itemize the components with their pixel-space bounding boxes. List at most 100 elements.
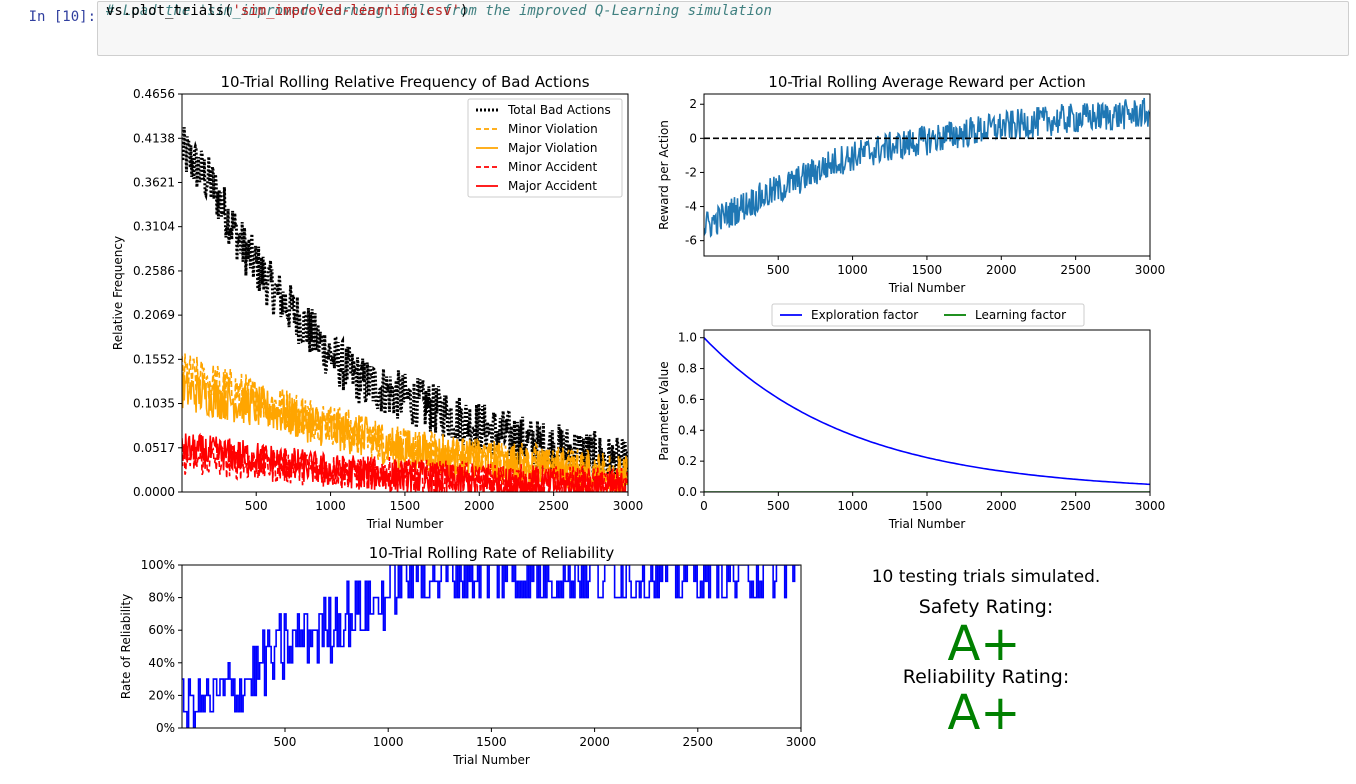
chart-title: 10-Trial Rolling Rate of Reliability [369, 544, 615, 562]
plot-area [182, 565, 800, 728]
reliability-rating-label: Reliability Rating: [903, 666, 1070, 688]
plot-area [182, 127, 628, 492]
y-tick-label: 60% [148, 623, 175, 637]
y-tick-label: 0.1552 [133, 352, 175, 366]
x-tick-label: 1500 [390, 499, 421, 513]
x-tick-label: 1000 [315, 499, 346, 513]
chart-title: 10-Trial Rolling Relative Frequency of B… [220, 73, 589, 91]
x-tick-label: 1000 [837, 263, 868, 277]
x-tick-label: 3000 [613, 499, 644, 513]
chart-reward: 10-Trial Rolling Average Reward per Acti… [657, 73, 1165, 295]
y-tick-label: 0.3104 [133, 220, 175, 234]
axes-frame [703, 93, 1151, 257]
x-tick-label: 0 [700, 499, 708, 513]
code-line-call: vs.plot_trials('sim_improved-learning.cs… [106, 2, 468, 20]
x-tick-label: 500 [245, 499, 268, 513]
chart-reliability: 10-Trial Rolling Rate of Reliability Tria… [119, 544, 816, 767]
code-call-prefix: vs.plot_trials( [106, 3, 233, 19]
x-tick-label: 1500 [476, 735, 507, 749]
x-tick-label: 1000 [837, 499, 868, 513]
x-tick-label: 2500 [1060, 263, 1091, 277]
x-tick-label: 2000 [986, 499, 1017, 513]
x-tick-label: 3000 [786, 735, 817, 749]
cell-prompt: In [10]: [28, 9, 96, 25]
y-tick-label: 0.2586 [133, 264, 175, 278]
y-tick-label: 0.2 [678, 454, 697, 468]
chart-title: 10-Trial Rolling Average Reward per Acti… [768, 73, 1085, 91]
y-tick-label: 0.0000 [133, 485, 175, 499]
x-axis-label: Trial Number [888, 517, 966, 531]
chart-bad_actions: 10-Trial Rolling Relative Frequency of B… [111, 73, 643, 531]
y-tick-label: 0.4 [678, 423, 697, 437]
y-tick-label: 40% [148, 656, 175, 670]
code-cell-input[interactable]: # Load the 'sim_improved-learning' file … [97, 1, 1349, 56]
legend-label: Minor Accident [508, 160, 598, 174]
series-line-reliability-0 [182, 565, 800, 728]
y-tick-label: 2 [689, 97, 697, 111]
legend-label: Major Accident [508, 179, 597, 193]
series-line-exploration-factor [704, 337, 1150, 486]
axes-frame [181, 93, 629, 493]
legend-label: Major Violation [508, 141, 597, 155]
x-axis-label: Trial Number [366, 517, 444, 531]
y-tick-label: 0.8 [678, 362, 697, 376]
y-tick-label: 0.2069 [133, 308, 175, 322]
y-tick-label: 0% [156, 721, 175, 735]
code-comment: # Load the 'sim_improved-learning' file … [106, 3, 772, 19]
y-axis-label: Reward per Action [657, 120, 671, 230]
x-tick-label: 3000 [1135, 263, 1166, 277]
y-tick-label: 100% [141, 558, 175, 572]
x-axis-label: Trial Number [452, 753, 530, 767]
axes-frame [703, 329, 1151, 493]
chart-parameters: Trial Number Parameter Value 0 500 1000 1500 2… [657, 303, 1166, 531]
y-tick-label: 0.0517 [133, 441, 175, 455]
y-tick-label: 0.3621 [133, 175, 175, 189]
legend-label: Total Bad Actions [507, 103, 611, 117]
plot-area [704, 337, 1150, 492]
x-tick-label: 500 [767, 499, 790, 513]
y-tick-label: 80% [148, 591, 175, 605]
y-tick-label: -4 [685, 200, 697, 214]
code-call-arg: 'sim_improved-learning.csv' [232, 3, 461, 19]
y-axis-label: Parameter Value [657, 361, 671, 460]
code-call-suffix: ) [460, 3, 469, 19]
x-tick-label: 2500 [1060, 499, 1091, 513]
legend-box [771, 303, 1085, 327]
axes-frame [181, 564, 802, 729]
y-tick-label: -6 [685, 234, 697, 248]
x-tick-label: 1000 [373, 735, 404, 749]
legend-label: Minor Violation [508, 122, 598, 136]
y-tick-label: 0.1035 [133, 397, 175, 411]
legend-label: Learning factor [975, 308, 1066, 322]
x-tick-label: 2000 [986, 263, 1017, 277]
legend: Total Bad Actions Minor Violation Major Vi… [467, 98, 623, 198]
safety-rating-grade: A+ [947, 616, 1020, 672]
x-tick-label: 2000 [579, 735, 610, 749]
y-tick-label: 0.4656 [133, 87, 175, 101]
y-tick-label: 0.4138 [133, 131, 175, 145]
y-tick-label: 0.6 [678, 392, 697, 406]
series-line-major-violation [182, 371, 628, 492]
y-tick-label: -2 [685, 165, 697, 179]
x-tick-label: 500 [274, 735, 297, 749]
code-line-comment: # Load the 'sim_improved-learning' file … [106, 2, 772, 20]
x-tick-label: 2500 [538, 499, 569, 513]
x-tick-label: 1500 [912, 499, 943, 513]
x-tick-label: 2000 [464, 499, 495, 513]
series-line-reward-0 [704, 97, 1150, 238]
y-axis-label: Relative Frequency [111, 236, 125, 350]
x-tick-label: 2500 [683, 735, 714, 749]
x-axis-label: Trial Number [888, 281, 966, 295]
x-tick-label: 500 [767, 263, 790, 277]
y-tick-label: 1.0 [678, 331, 697, 345]
x-tick-label: 1500 [912, 263, 943, 277]
legend-label: Exploration factor [811, 308, 918, 322]
y-tick-label: 20% [148, 688, 175, 702]
y-tick-label: 0 [689, 131, 697, 145]
legend-box [467, 98, 623, 198]
x-tick-label: 3000 [1135, 499, 1166, 513]
trials-simulated-text: 10 testing trials simulated. [872, 567, 1101, 587]
y-axis-label: Rate of Reliability [119, 594, 133, 699]
reliability-rating-grade: A+ [947, 685, 1020, 741]
